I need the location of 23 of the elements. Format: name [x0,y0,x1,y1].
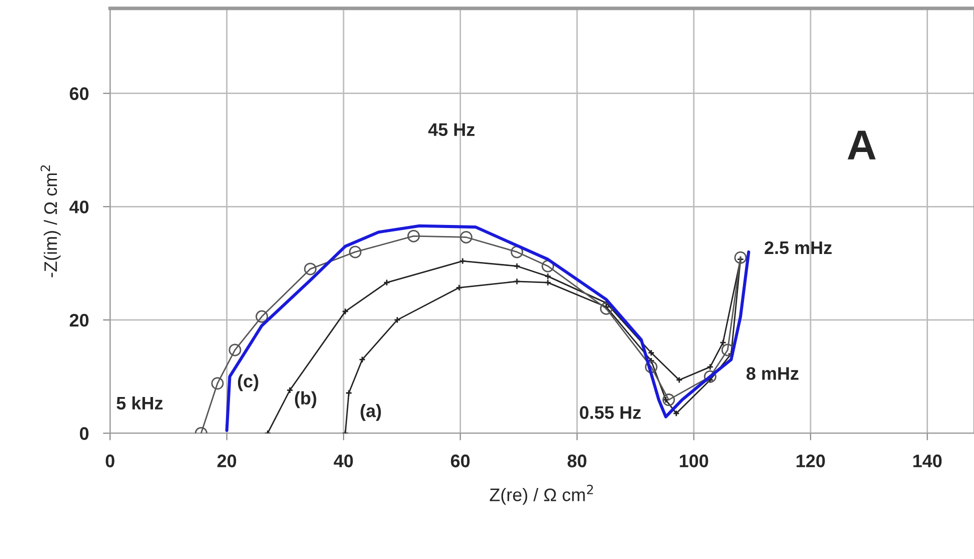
y-axis-title: -Z(im) / Ω cm$^{2}$ [40,165,61,278]
x-tick-label: 40 [334,454,353,468]
annotation: 2.5 mHz [764,241,832,254]
x-tick-label: 100 [680,454,708,468]
x-tick-label: 0 [106,454,114,468]
annotation: (a) [360,404,381,421]
x-axis-title: Z(re) / Ω cm$^{2}$ [490,484,593,505]
annotation: 8 mHz [746,367,798,380]
annotation: (c) [238,374,258,392]
y-tick-label: 60 [70,87,88,100]
x-tick-label: 60 [450,454,470,468]
annotation: 0.55 Hz [580,406,641,419]
annotation: 45 Hz [428,123,475,136]
annotation: (b) [294,391,316,408]
y-tick-label: 40 [69,200,88,214]
annotation: 5 kHz [116,396,163,410]
annotation: A [848,130,876,160]
x-tick-label: 20 [217,454,236,468]
y-tick-label: 0 [80,427,88,440]
x-tick-label: 120 [796,454,825,468]
y-tick-label: 20 [70,314,88,327]
x-tick-label: 80 [568,454,586,468]
x-tick-label: 140 [913,454,942,468]
